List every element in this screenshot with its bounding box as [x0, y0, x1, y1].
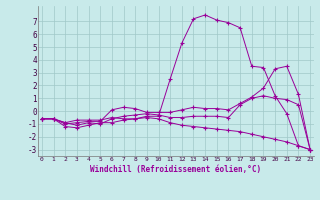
X-axis label: Windchill (Refroidissement éolien,°C): Windchill (Refroidissement éolien,°C) [91, 165, 261, 174]
